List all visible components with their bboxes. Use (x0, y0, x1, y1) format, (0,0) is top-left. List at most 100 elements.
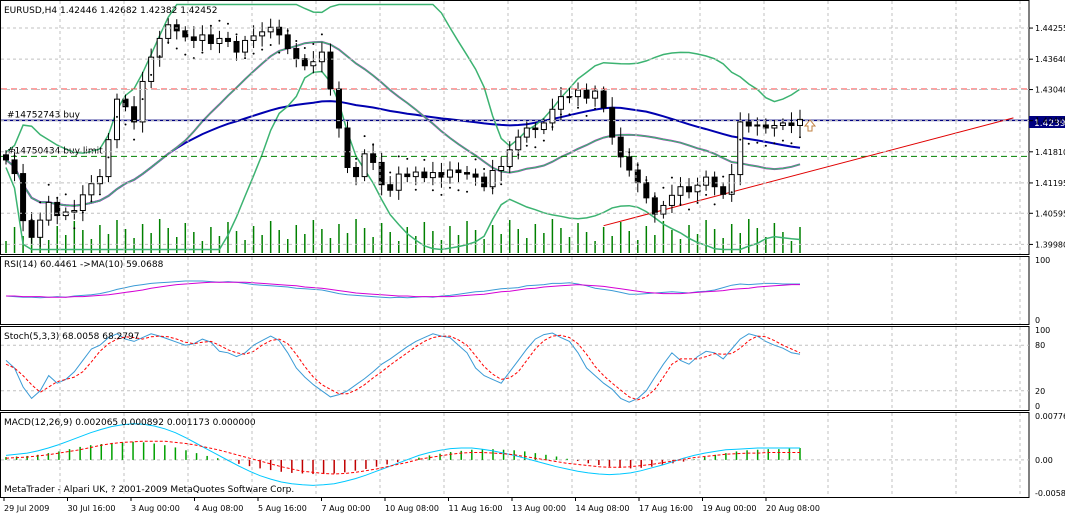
candle-body (182, 30, 189, 38)
candle-body (156, 37, 163, 58)
time-tick-label: 13 Aug 00:00 (512, 504, 566, 513)
sar-dot (457, 189, 460, 192)
sar-dot (534, 146, 537, 149)
sar-dot (39, 201, 42, 204)
candle-body (62, 211, 69, 217)
sar-dot (483, 168, 486, 171)
sar-dot (739, 138, 742, 141)
candle-body (472, 173, 479, 178)
rsi-panel-tick-label: 100 (1035, 256, 1050, 265)
candle-body (643, 182, 650, 199)
macd-line (5, 423, 800, 486)
candle-body (353, 166, 360, 178)
sar-dot (474, 158, 477, 161)
sar-dot (491, 187, 494, 190)
time-tick-label: 4 Aug 08:00 (195, 504, 244, 513)
stoch-panel-tick-label: 100 (1035, 326, 1050, 335)
candle-body (720, 186, 727, 195)
sar-dot (790, 142, 793, 145)
candle-body (489, 170, 496, 188)
sar-dot (133, 138, 136, 141)
sar-dot (713, 203, 716, 206)
candle-body (54, 201, 61, 217)
sar-dot (64, 193, 67, 196)
sar-dot (517, 153, 520, 156)
candle-body (335, 88, 342, 129)
sar-dot (150, 73, 153, 76)
sar-dot (312, 42, 315, 45)
candle-body (20, 173, 27, 222)
candle-body (131, 106, 138, 123)
time-tick-label: 20 Aug 08:00 (766, 504, 820, 513)
sar-dot (662, 186, 665, 189)
time-axis: 29 Jul 2009 30 Jul 16:00 3 Aug 00:00 4 Aug … (3, 497, 820, 513)
sar-dot (688, 208, 691, 211)
sar-dot (90, 200, 93, 203)
candle-body (139, 80, 146, 123)
stoch-panel-title: Stoch(5,3,3) 68.0058 68.2797 (4, 332, 139, 342)
sar-dot (619, 138, 622, 141)
sar-dot (670, 176, 673, 179)
sar-dot (594, 107, 597, 110)
sar-dot (585, 114, 588, 117)
candle-body (711, 176, 718, 188)
macd-panel-tick-label: -0.00585 (1035, 489, 1065, 498)
copyright-text: MetaTrader - Alpari UK, ? 2001-2009 Meta… (4, 485, 294, 495)
price-tick-label: 1.41195 (1035, 179, 1065, 188)
candle-body (378, 161, 385, 186)
price-tick-label: 1.42425 (1035, 117, 1065, 126)
candle-body (37, 219, 44, 238)
sar-dot (226, 22, 229, 25)
macd-panel-tick-label: 0.00 (1035, 456, 1053, 465)
candle-body (446, 169, 453, 178)
parabolic-sar (13, 19, 801, 230)
candle-body (609, 107, 616, 138)
stoch-panel-tick-label: 0 (1035, 402, 1040, 411)
buy-arrow-icon (803, 119, 817, 132)
candle-body (797, 118, 803, 126)
candle-body (762, 124, 769, 129)
bollinger-middle (5, 41, 801, 207)
sar-dot (184, 53, 187, 56)
sar-dot (201, 51, 204, 54)
candle-body (11, 159, 18, 175)
current-price-marker (1029, 116, 1065, 128)
candle-body (737, 121, 744, 176)
sar-dot (286, 29, 289, 32)
candle-body (233, 40, 240, 53)
candle-body (199, 34, 206, 41)
rsi-panel[interactable] (5, 280, 800, 299)
sar-dot (559, 113, 562, 116)
sar-dot (773, 142, 776, 145)
sar-dot (440, 193, 443, 196)
candle-body (592, 90, 599, 99)
sar-dot (124, 123, 127, 126)
sar-dot (252, 52, 255, 55)
sar-dot (320, 33, 323, 36)
sar-dot (218, 19, 221, 22)
sar-dot (47, 183, 50, 186)
candle-body (464, 172, 471, 175)
sar-dot (81, 211, 84, 214)
volume-bars (5, 219, 801, 253)
time-tick-label: 17 Aug 16:00 (639, 504, 693, 513)
candle-body (600, 90, 607, 109)
candle-body (626, 156, 633, 171)
order-line-label: #14752743 buy (7, 110, 81, 120)
candle-body (421, 171, 428, 179)
sar-dot (337, 109, 340, 112)
sar-dot (329, 70, 332, 73)
macd-panel[interactable] (1, 423, 1029, 486)
sar-dot (764, 144, 767, 147)
candle-body (216, 37, 223, 44)
candle-body (310, 61, 317, 67)
candle-body (242, 39, 249, 53)
price-panel[interactable]: #14752743 buy#14750434 buy limit (0, 0, 1030, 498)
sar-dot (141, 98, 144, 101)
sar-dot (363, 135, 366, 138)
sar-dot (397, 155, 400, 158)
candle-body (28, 220, 35, 238)
stoch-panel[interactable] (1, 332, 1029, 403)
